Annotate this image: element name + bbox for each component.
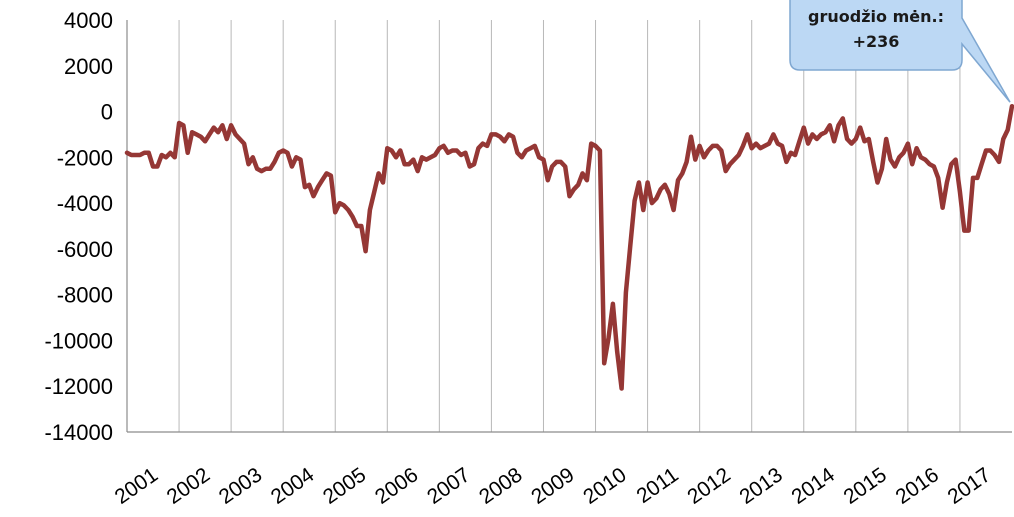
y-tick-label: 0 <box>101 100 113 125</box>
vertical-gridlines <box>178 20 961 432</box>
x-tick-label: 2017 <box>944 463 995 509</box>
series-layer <box>124 103 1014 391</box>
x-tick-label: 2004 <box>267 463 319 509</box>
callout-line-2: +236 <box>853 32 900 51</box>
x-tick-label: 2003 <box>215 463 266 509</box>
x-tick-label: 2009 <box>527 463 578 509</box>
plot-frame <box>126 20 1012 433</box>
y-tick-label: 4000 <box>64 8 113 33</box>
callout-shape <box>789 0 1011 103</box>
x-tick-label: 2007 <box>423 463 474 509</box>
y-tick-label: 2000 <box>64 54 113 79</box>
x-tick-label: 2016 <box>892 463 943 509</box>
x-tick-label: 2013 <box>735 463 786 509</box>
x-tick-label: 2012 <box>683 463 734 509</box>
y-tick-label: -2000 <box>57 145 113 170</box>
x-tick-label: 2001 <box>111 463 162 509</box>
callout-line-1: gruodžio mėn.: <box>808 7 944 26</box>
x-axis-tick-labels: 2001 2002 2003 2004 2005 2006 2007 2008 2009 2010… <box>111 463 995 509</box>
y-tick-label: -12000 <box>44 374 113 399</box>
y-tick-label: -6000 <box>57 237 113 262</box>
x-tick-label: 2008 <box>475 463 526 509</box>
x-tick-label: 2006 <box>371 463 422 509</box>
callout-bubble: gruodžio mėn.: +236 <box>789 0 1011 103</box>
x-tick-label: 2005 <box>319 463 370 509</box>
x-tick-label: 2010 <box>579 463 630 509</box>
x-tick-label: 2014 <box>787 463 839 509</box>
y-tick-label: -10000 <box>44 328 113 353</box>
y-axis-tick-labels: 4000 2000 0 -2000 -4000 -6000 -8000 -10000 -1200… <box>44 8 113 445</box>
x-tick-label: 2011 <box>633 463 683 508</box>
y-tick-label: -8000 <box>57 283 113 308</box>
x-tick-label: 2002 <box>163 463 214 509</box>
x-tick-label: 2015 <box>840 463 891 509</box>
y-tick-label: -4000 <box>57 191 113 216</box>
y-tick-label: -14000 <box>44 420 113 445</box>
series-line <box>124 103 1014 391</box>
